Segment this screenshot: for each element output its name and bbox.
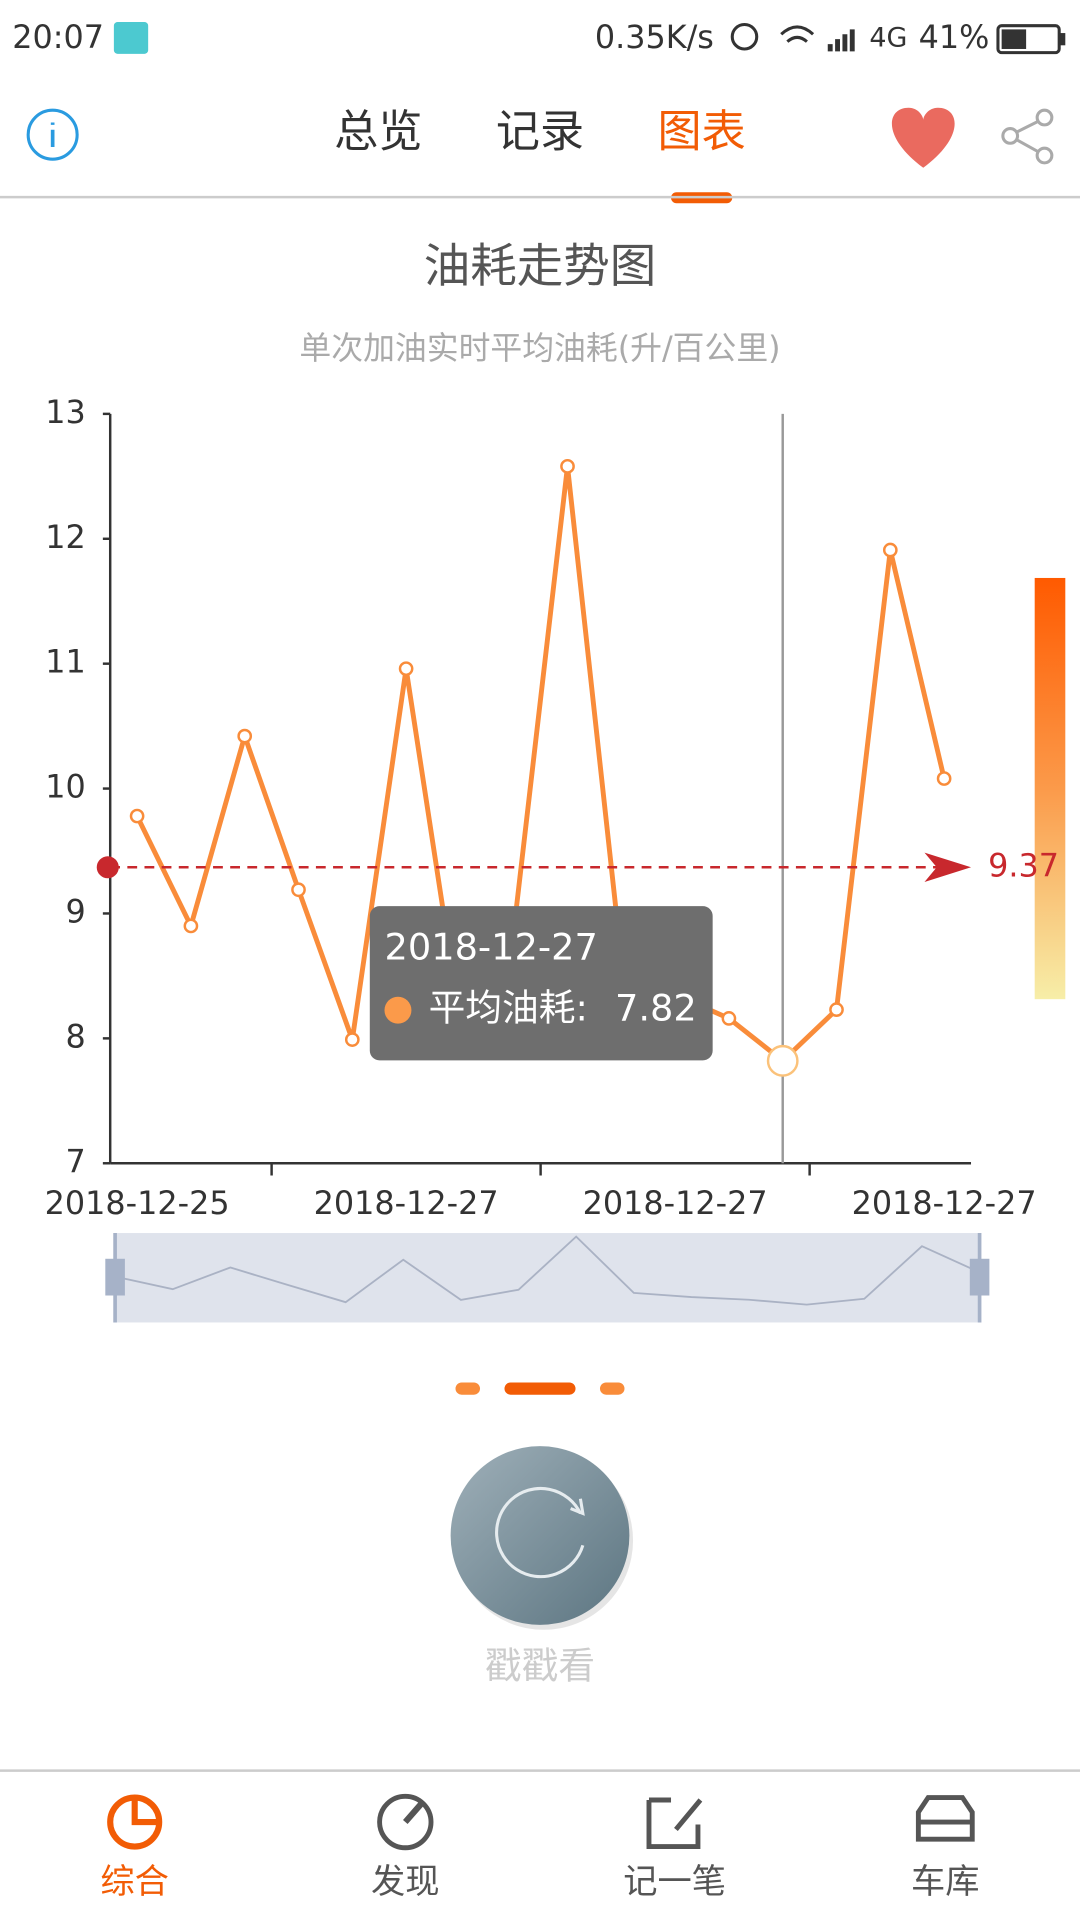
tooltip-box xyxy=(369,906,713,1061)
nav-item[interactable]: 发现 xyxy=(371,1862,440,1902)
data-point xyxy=(829,1002,844,1017)
favorite-button[interactable] xyxy=(891,107,955,168)
data-point xyxy=(129,808,145,824)
zoom-handle[interactable] xyxy=(105,1258,125,1296)
tooltip-date: 2018-12-27 xyxy=(384,925,597,968)
zoom-preview-line xyxy=(114,1235,980,1306)
share-button[interactable] xyxy=(1001,108,1054,165)
button-label: 戳戳看 xyxy=(485,1644,595,1687)
x-tick-label: 2018-12-27 xyxy=(852,1184,1037,1222)
y-tick-label: 9 xyxy=(65,892,85,930)
y-tick-label: 12 xyxy=(45,518,86,556)
data-point xyxy=(936,771,952,786)
y-tick-label: 11 xyxy=(45,643,86,681)
status-network: 4G xyxy=(869,23,907,54)
data-point xyxy=(183,918,199,934)
data-point xyxy=(560,458,575,474)
y-tick-label: 13 xyxy=(45,393,86,431)
x-tick-label: 2018-12-27 xyxy=(314,1184,499,1222)
x-tick-label: 2018-12-27 xyxy=(583,1184,768,1222)
status-time: 20:07 xyxy=(12,18,104,56)
data-line xyxy=(134,463,947,1064)
data-point xyxy=(882,542,898,558)
data-point xyxy=(291,882,306,898)
tooltip-value: 7.82 xyxy=(615,987,697,1030)
info-button[interactable] xyxy=(26,108,79,161)
x-tick-label: 2018-12-25 xyxy=(45,1184,230,1222)
tab[interactable]: 记录 xyxy=(496,107,584,158)
tab-active[interactable]: 图表 xyxy=(658,107,746,158)
y-tick-label: 7 xyxy=(65,1142,85,1180)
data-point xyxy=(237,728,253,744)
data-point xyxy=(398,661,414,677)
zoom-handle[interactable] xyxy=(969,1258,990,1296)
chart-subtitle: 单次加油实时平均油耗(升/百公里) xyxy=(299,329,780,367)
average-label: 9.37 xyxy=(988,846,1059,884)
shuffle-button[interactable] xyxy=(450,1446,630,1625)
nav-item[interactable]: 记一笔 xyxy=(623,1862,726,1902)
data-point xyxy=(344,1032,360,1047)
data-point xyxy=(721,1011,737,1026)
status-speed: 0.35K/s xyxy=(595,18,714,56)
y-tick-label: 10 xyxy=(45,768,86,806)
tooltip-label: 平均油耗: xyxy=(429,987,588,1030)
status-battery: 41% xyxy=(919,18,990,56)
tooltip-dot xyxy=(384,996,412,1024)
data-point xyxy=(766,1044,799,1077)
nav-item-active[interactable]: 综合 xyxy=(100,1862,169,1902)
tab[interactable]: 总览 xyxy=(334,107,422,158)
tooltip: 2018-12-27 平均油耗: 7.82 xyxy=(369,906,713,1061)
average-arrow xyxy=(924,852,972,882)
y-tick-label: 8 xyxy=(65,1017,85,1055)
chart-title: 油耗走势图 xyxy=(424,239,657,293)
average-start xyxy=(96,856,119,879)
nav-item[interactable]: 车库 xyxy=(911,1862,980,1902)
